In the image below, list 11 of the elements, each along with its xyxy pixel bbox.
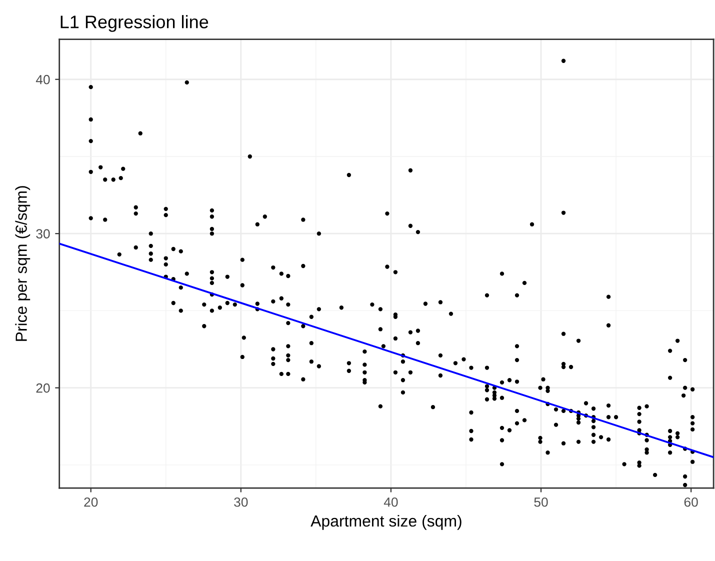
x-tick-label: 30 xyxy=(234,497,248,507)
chart-title: L1 Regression line xyxy=(60,15,208,32)
y-tick-label: 40 xyxy=(36,74,50,84)
y-tick-label: 20 xyxy=(36,383,50,393)
x-tick-label: 50 xyxy=(534,497,548,507)
y-axis-title: Price per sqm (€/sqm) xyxy=(15,186,30,341)
x-tick-label: 20 xyxy=(84,497,98,507)
x-tick-label: 60 xyxy=(684,497,698,507)
x-axis-title: Apartment size (sqm) xyxy=(310,514,462,530)
y-tick-label: 30 xyxy=(36,229,50,239)
x-tick-label: 40 xyxy=(384,497,398,507)
